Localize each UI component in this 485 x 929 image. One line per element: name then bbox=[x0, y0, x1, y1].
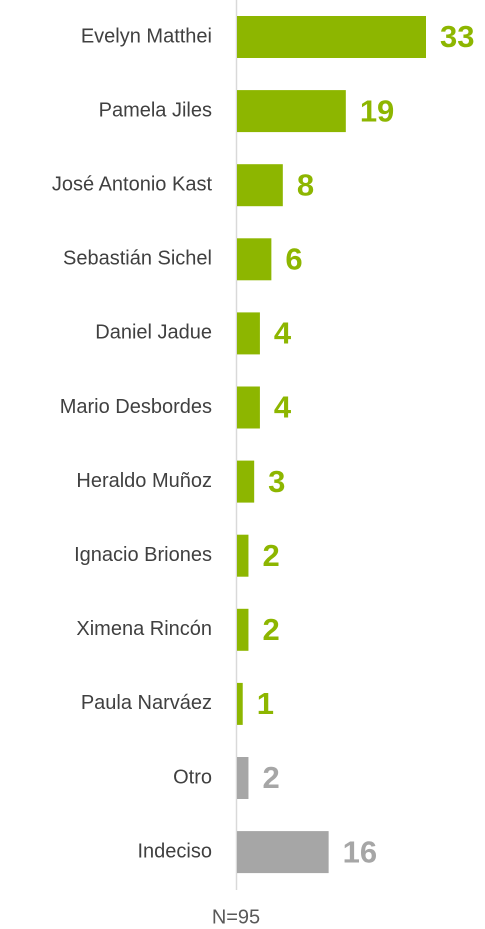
value-label: 19 bbox=[360, 93, 394, 128]
bar bbox=[237, 16, 426, 58]
value-label: 3 bbox=[268, 464, 285, 499]
category-label: Mario Desbordes bbox=[60, 396, 212, 418]
value-label: 4 bbox=[274, 316, 292, 351]
category-label: Paula Narváez bbox=[81, 692, 212, 714]
value-label: 1 bbox=[257, 686, 274, 721]
category-label: Evelyn Matthei bbox=[81, 25, 212, 47]
value-label: 2 bbox=[262, 760, 279, 795]
bar bbox=[237, 534, 249, 577]
category-label: Sebastián Sichel bbox=[63, 248, 212, 270]
value-label: 33 bbox=[440, 19, 474, 54]
category-label: Pamela Jiles bbox=[99, 99, 212, 121]
value-label: 16 bbox=[343, 834, 377, 869]
bar bbox=[237, 90, 346, 133]
value-label: 2 bbox=[262, 538, 279, 573]
category-label: Daniel Jadue bbox=[95, 322, 212, 344]
bar bbox=[237, 164, 283, 207]
bar bbox=[237, 312, 260, 355]
value-label: 4 bbox=[274, 390, 292, 425]
category-label: Otro bbox=[173, 766, 212, 788]
bar bbox=[237, 831, 329, 874]
bar bbox=[237, 608, 249, 651]
category-label: José Antonio Kast bbox=[52, 173, 213, 195]
bar bbox=[237, 757, 249, 799]
value-label: 8 bbox=[297, 167, 314, 202]
bar bbox=[237, 386, 260, 429]
category-label: Ignacio Briones bbox=[74, 544, 212, 566]
category-label: Indeciso bbox=[138, 840, 213, 862]
value-label: 2 bbox=[262, 612, 279, 647]
value-label: 6 bbox=[285, 241, 302, 276]
bar bbox=[237, 238, 272, 281]
note: N=95 bbox=[212, 906, 260, 928]
category-label: Heraldo Muñoz bbox=[76, 470, 212, 492]
bar bbox=[237, 682, 243, 725]
bar bbox=[237, 460, 255, 503]
category-label: Ximena Rincón bbox=[76, 618, 212, 640]
